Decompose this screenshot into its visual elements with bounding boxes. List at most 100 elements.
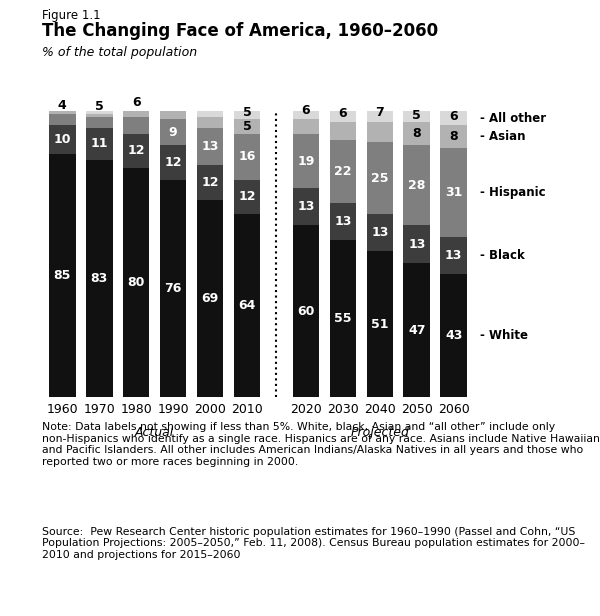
- Text: 25: 25: [371, 172, 389, 185]
- Text: 13: 13: [408, 238, 425, 251]
- Text: Figure 1.1: Figure 1.1: [42, 9, 101, 22]
- Bar: [49, 125, 76, 154]
- Bar: [329, 111, 356, 123]
- Bar: [367, 123, 393, 142]
- Bar: [440, 148, 467, 237]
- Text: 85: 85: [53, 269, 71, 282]
- Bar: [329, 123, 356, 139]
- Bar: [197, 128, 223, 165]
- Bar: [49, 114, 76, 125]
- Bar: [440, 111, 467, 125]
- Bar: [367, 214, 393, 251]
- Bar: [367, 251, 393, 397]
- Text: 5: 5: [242, 106, 251, 119]
- Text: The Changing Face of America, 1960–2060: The Changing Face of America, 1960–2060: [42, 22, 438, 39]
- Text: 6: 6: [338, 107, 347, 120]
- Text: 9: 9: [169, 126, 178, 139]
- Bar: [86, 128, 113, 160]
- Bar: [403, 123, 430, 145]
- Bar: [329, 240, 356, 397]
- Bar: [233, 180, 260, 214]
- Bar: [403, 262, 430, 397]
- Text: Actual: Actual: [135, 426, 174, 439]
- Text: 13: 13: [334, 214, 352, 228]
- Text: % of the total population: % of the total population: [42, 46, 197, 59]
- Bar: [123, 168, 149, 397]
- Text: 31: 31: [445, 186, 463, 199]
- Bar: [86, 111, 113, 114]
- Text: - Black: - Black: [480, 249, 525, 262]
- Bar: [197, 111, 223, 116]
- Text: 69: 69: [202, 292, 218, 305]
- Text: 12: 12: [164, 156, 182, 169]
- Text: 51: 51: [371, 318, 389, 331]
- Bar: [197, 165, 223, 200]
- Text: 5: 5: [412, 108, 421, 122]
- Text: 6: 6: [302, 104, 310, 118]
- Text: 76: 76: [164, 282, 182, 295]
- Text: 6: 6: [449, 110, 458, 123]
- Bar: [293, 188, 319, 225]
- Text: - Asian: - Asian: [480, 130, 526, 143]
- Bar: [49, 154, 76, 397]
- Bar: [160, 111, 187, 120]
- Text: 8: 8: [412, 128, 421, 140]
- Bar: [403, 225, 430, 262]
- Text: 22: 22: [334, 164, 352, 177]
- Bar: [86, 114, 113, 116]
- Text: 83: 83: [91, 272, 108, 285]
- Text: 8: 8: [449, 130, 458, 143]
- Text: 80: 80: [127, 276, 145, 290]
- Text: 12: 12: [127, 145, 145, 158]
- Bar: [197, 116, 223, 128]
- Bar: [123, 116, 149, 134]
- Bar: [440, 125, 467, 148]
- Text: 16: 16: [238, 150, 256, 163]
- Text: 64: 64: [238, 299, 256, 312]
- Text: 4: 4: [58, 99, 67, 111]
- Bar: [86, 160, 113, 397]
- Text: 7: 7: [376, 106, 384, 119]
- Bar: [367, 111, 393, 123]
- Text: 28: 28: [408, 179, 425, 192]
- Text: 13: 13: [298, 200, 314, 213]
- Bar: [160, 120, 187, 145]
- Text: 47: 47: [408, 323, 425, 336]
- Text: - All other: - All other: [480, 111, 546, 124]
- Bar: [293, 120, 319, 134]
- Bar: [367, 142, 393, 214]
- Bar: [86, 116, 113, 128]
- Bar: [233, 111, 260, 120]
- Bar: [403, 111, 430, 123]
- Bar: [329, 203, 356, 240]
- Text: Source:  Pew Research Center historic population estimates for 1960–1990 (Passel: Source: Pew Research Center historic pop…: [42, 527, 585, 560]
- Bar: [440, 274, 467, 397]
- Bar: [293, 134, 319, 188]
- Text: - White: - White: [480, 329, 528, 342]
- Text: 5: 5: [242, 120, 251, 133]
- Text: 13: 13: [202, 140, 218, 153]
- Text: Projected: Projected: [350, 426, 409, 439]
- Bar: [123, 134, 149, 168]
- Text: 43: 43: [445, 329, 463, 342]
- Text: 60: 60: [298, 305, 314, 318]
- Text: 10: 10: [53, 133, 71, 146]
- Bar: [160, 145, 187, 180]
- Bar: [233, 120, 260, 134]
- Text: 13: 13: [445, 249, 463, 262]
- Text: 13: 13: [371, 226, 389, 239]
- Text: 55: 55: [334, 312, 352, 325]
- Text: 6: 6: [132, 95, 140, 109]
- Bar: [233, 214, 260, 397]
- Text: 19: 19: [298, 155, 314, 168]
- Text: Note: Data labels not showing if less than 5%. White, black, Asian and “all othe: Note: Data labels not showing if less th…: [42, 422, 600, 467]
- Text: - Hispanic: - Hispanic: [480, 186, 545, 199]
- Text: 5: 5: [95, 100, 104, 113]
- Bar: [49, 111, 76, 114]
- Bar: [440, 237, 467, 274]
- Bar: [123, 111, 149, 116]
- Bar: [293, 111, 319, 120]
- Bar: [197, 200, 223, 397]
- Bar: [293, 225, 319, 397]
- Text: 12: 12: [238, 190, 256, 203]
